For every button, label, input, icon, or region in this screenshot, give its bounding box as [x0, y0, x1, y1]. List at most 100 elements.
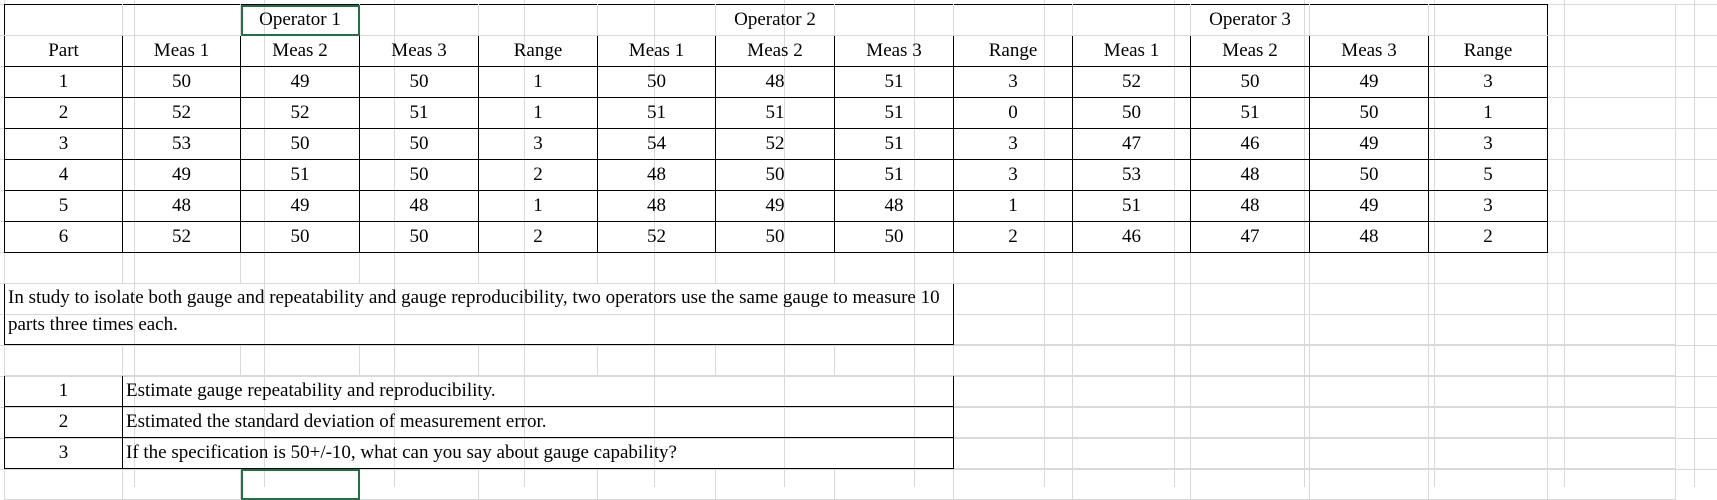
data-cell[interactable]: 50 — [1072, 97, 1191, 129]
cell[interactable] — [4, 344, 123, 376]
data-cell[interactable]: 51 — [834, 159, 954, 191]
data-cell[interactable]: 49 — [1309, 190, 1429, 222]
cell[interactable] — [1428, 406, 1548, 438]
cell[interactable] — [1547, 344, 1676, 376]
cell[interactable] — [240, 344, 360, 376]
data-cell[interactable]: 48 — [834, 190, 954, 222]
cell[interactable] — [953, 344, 1073, 376]
cell[interactable] — [240, 252, 360, 284]
cell[interactable] — [4, 4, 123, 36]
cell[interactable] — [478, 344, 598, 376]
column-header[interactable]: Meas 2 — [1190, 35, 1310, 67]
data-cell[interactable]: 51 — [240, 159, 360, 191]
data-cell[interactable]: 1 — [4, 66, 123, 98]
cell[interactable] — [1309, 406, 1429, 438]
data-cell[interactable]: 50 — [715, 159, 835, 191]
cell[interactable] — [1190, 437, 1310, 469]
column-header[interactable]: Meas 1 — [1072, 35, 1191, 67]
column-header[interactable]: Meas 1 — [122, 35, 241, 67]
data-cell[interactable]: 51 — [1072, 190, 1191, 222]
problem-description[interactable]: In study to isolate both gauge and repea… — [4, 283, 954, 345]
cell[interactable] — [1547, 468, 1676, 500]
cell[interactable] — [1072, 375, 1191, 407]
column-header[interactable]: Meas 1 — [597, 35, 716, 67]
cell[interactable] — [1072, 437, 1191, 469]
data-cell[interactable]: 3 — [1428, 128, 1548, 160]
operator-3-header[interactable]: Operator 3 — [1190, 4, 1310, 36]
data-cell[interactable]: 52 — [715, 128, 835, 160]
data-cell[interactable]: 3 — [953, 66, 1073, 98]
cell[interactable] — [597, 252, 716, 284]
cell[interactable] — [1547, 190, 1676, 222]
data-cell[interactable]: 53 — [122, 128, 241, 160]
data-cell[interactable]: 3 — [4, 128, 123, 160]
cell[interactable] — [1309, 468, 1429, 500]
data-cell[interactable]: 51 — [1190, 97, 1310, 129]
data-cell[interactable]: 2 — [478, 221, 598, 253]
data-cell[interactable]: 48 — [359, 190, 479, 222]
data-cell[interactable]: 51 — [359, 97, 479, 129]
cell[interactable] — [122, 4, 241, 36]
data-cell[interactable]: 46 — [1072, 221, 1191, 253]
data-cell[interactable]: 48 — [597, 159, 716, 191]
cell[interactable] — [597, 344, 716, 376]
cell[interactable] — [715, 344, 835, 376]
data-cell[interactable]: 50 — [240, 128, 360, 160]
data-cell[interactable]: 48 — [715, 66, 835, 98]
column-header[interactable]: Meas 3 — [834, 35, 954, 67]
cell[interactable] — [953, 4, 1073, 36]
column-header[interactable]: Meas 3 — [359, 35, 479, 67]
cell[interactable] — [122, 344, 241, 376]
data-cell[interactable]: 51 — [834, 97, 954, 129]
data-cell[interactable]: 48 — [597, 190, 716, 222]
cell[interactable] — [1309, 344, 1429, 376]
cell[interactable] — [478, 252, 598, 284]
cell[interactable] — [1190, 252, 1310, 284]
data-cell[interactable]: 52 — [1072, 66, 1191, 98]
cell[interactable] — [1190, 283, 1310, 345]
cell[interactable] — [1428, 344, 1548, 376]
data-cell[interactable]: 52 — [122, 221, 241, 253]
column-header[interactable]: Range — [953, 35, 1073, 67]
cell[interactable] — [1072, 252, 1191, 284]
cell[interactable] — [1547, 375, 1676, 407]
cell[interactable] — [1072, 344, 1191, 376]
cell[interactable] — [1072, 406, 1191, 438]
cell[interactable] — [359, 252, 479, 284]
cell[interactable] — [1309, 375, 1429, 407]
column-header[interactable]: Meas 2 — [240, 35, 360, 67]
cell[interactable] — [1547, 128, 1676, 160]
data-cell[interactable]: 3 — [478, 128, 598, 160]
data-cell[interactable]: 50 — [359, 128, 479, 160]
data-cell[interactable]: 53 — [1072, 159, 1191, 191]
data-cell[interactable]: 47 — [1190, 221, 1310, 253]
cell[interactable] — [359, 344, 479, 376]
data-cell[interactable]: 3 — [1428, 190, 1548, 222]
cell[interactable] — [1428, 283, 1548, 345]
column-header[interactable]: Meas 3 — [1309, 35, 1429, 67]
cell[interactable] — [1547, 35, 1676, 67]
operator-1-header[interactable]: Operator 1 — [240, 4, 360, 36]
question-number[interactable]: 2 — [4, 406, 123, 438]
cell[interactable] — [1072, 283, 1191, 345]
data-cell[interactable]: 50 — [122, 66, 241, 98]
cell[interactable] — [122, 252, 241, 284]
cell[interactable] — [1547, 437, 1676, 469]
cell[interactable] — [1309, 4, 1429, 36]
cell[interactable] — [359, 4, 479, 36]
cell[interactable] — [1072, 4, 1191, 36]
data-cell[interactable]: 49 — [715, 190, 835, 222]
data-cell[interactable]: 46 — [1190, 128, 1310, 160]
cell[interactable] — [1547, 159, 1676, 191]
cell[interactable] — [1428, 468, 1548, 500]
data-cell[interactable]: 2 — [478, 159, 598, 191]
cell[interactable] — [1072, 468, 1191, 500]
cell[interactable] — [4, 468, 123, 500]
data-cell[interactable]: 50 — [359, 159, 479, 191]
data-cell[interactable]: 52 — [597, 221, 716, 253]
data-cell[interactable]: 3 — [953, 159, 1073, 191]
data-cell[interactable]: 48 — [1309, 221, 1429, 253]
cell[interactable] — [240, 468, 360, 500]
data-cell[interactable]: 51 — [715, 97, 835, 129]
data-cell[interactable]: 49 — [240, 66, 360, 98]
